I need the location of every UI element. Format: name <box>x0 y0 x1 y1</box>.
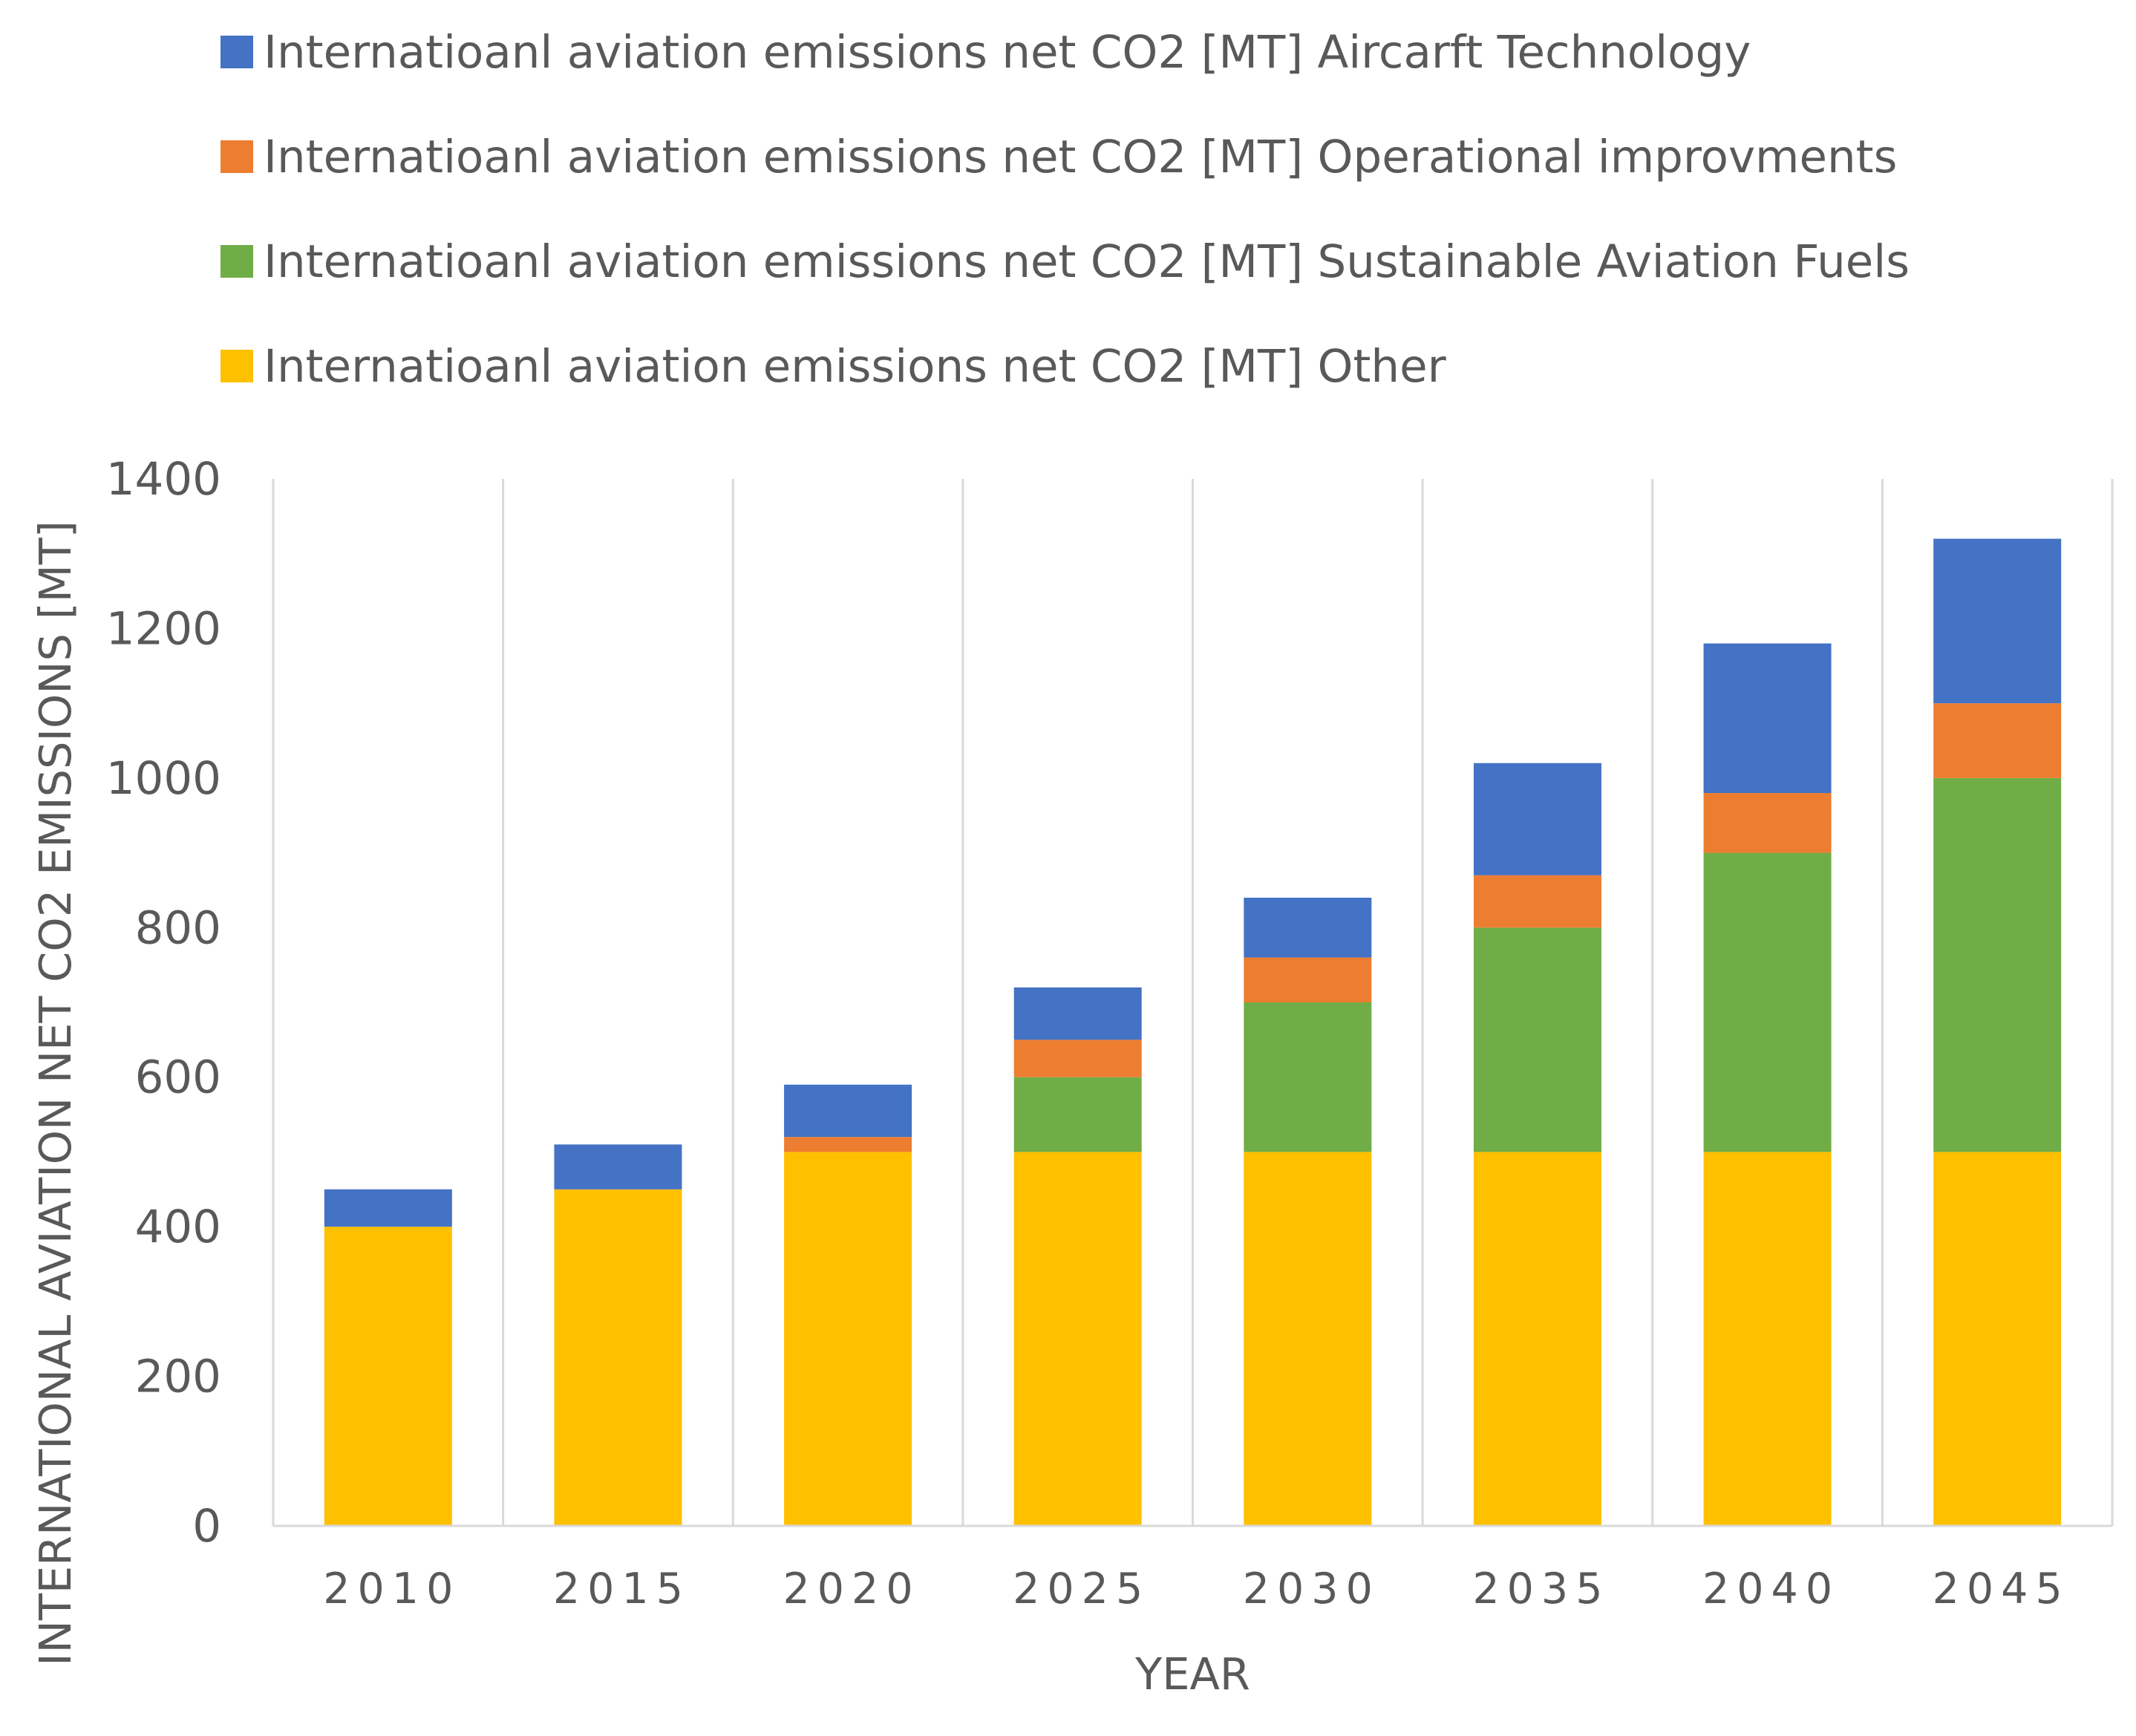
bar-segment-2045-series-1 <box>1933 777 2062 1152</box>
bar-segment-2015-series-3 <box>554 1144 682 1190</box>
y-tick-label: 800 <box>135 901 221 954</box>
bar-group-2020 <box>784 1084 912 1526</box>
bar-segment-2045-series-3 <box>1933 538 2062 704</box>
bar-segment-2020-series-0 <box>784 1152 912 1526</box>
x-tick-label: 2020 <box>783 1564 921 1613</box>
bar-segment-2030-series-0 <box>1244 1152 1372 1526</box>
bar-group-2010 <box>324 1189 452 1526</box>
x-axis-title: YEAR <box>1134 1648 1250 1700</box>
bar-segment-2045-series-2 <box>1933 703 2062 778</box>
bar-segment-2030-series-2 <box>1244 957 1372 1002</box>
bar-segment-2020-series-2 <box>784 1137 912 1152</box>
bar-segment-2040-series-0 <box>1703 1152 1832 1526</box>
bar-segment-2025-series-0 <box>1013 1152 1142 1526</box>
y-axis-ticks: 0 200 400 600 800 1000 1200 1400 <box>106 453 221 1553</box>
x-tick-label: 2040 <box>1702 1564 1840 1613</box>
y-tick-label: 200 <box>135 1351 221 1403</box>
legend-label-1: Internatioanl aviation emissions net CO2… <box>264 235 1910 288</box>
bar-group-2035 <box>1473 763 1601 1526</box>
legend-swatch-2 <box>221 140 253 173</box>
y-tick-label: 400 <box>135 1201 221 1253</box>
bar-segment-2025-series-2 <box>1013 1040 1142 1077</box>
y-tick-label: 0 <box>192 1500 221 1553</box>
bar-segment-2020-series-3 <box>784 1084 912 1138</box>
x-tick-label: 2010 <box>323 1564 460 1613</box>
y-tick-label: 1400 <box>106 453 221 506</box>
bar-segment-2025-series-3 <box>1013 987 1142 1040</box>
bar-group-2045 <box>1933 538 2062 1526</box>
bar-segment-2040-series-3 <box>1703 643 1832 793</box>
legend-swatch-0 <box>221 350 253 382</box>
bar-segment-2030-series-1 <box>1244 1002 1372 1152</box>
bar-group-2040 <box>1703 643 1832 1526</box>
bar-segment-2045-series-0 <box>1933 1152 2062 1526</box>
x-tick-label: 2025 <box>1013 1564 1150 1613</box>
x-tick-label: 2015 <box>553 1564 690 1613</box>
bar-group-2015 <box>554 1144 682 1526</box>
bar-segment-2035-series-0 <box>1473 1152 1601 1526</box>
y-tick-label: 1200 <box>106 602 221 655</box>
x-axis-ticks: 2010 2015 2020 2025 2030 2035 2040 2045 <box>323 1564 2070 1613</box>
legend: Internatioanl aviation emissions net CO2… <box>221 26 1910 393</box>
gridlines <box>272 479 2114 1526</box>
y-tick-label: 1000 <box>106 752 221 805</box>
bar-group-2030 <box>1244 898 1372 1526</box>
bar-segment-2035-series-3 <box>1473 763 1601 875</box>
y-tick-label: 600 <box>135 1051 221 1104</box>
bars <box>324 538 2062 1526</box>
legend-swatch-3 <box>221 36 253 68</box>
legend-label-2: Internatioanl aviation emissions net CO2… <box>264 131 1897 183</box>
bar-segment-2035-series-1 <box>1473 927 1601 1152</box>
bar-segment-2010-series-0 <box>324 1227 452 1526</box>
x-tick-label: 2030 <box>1243 1564 1380 1613</box>
bar-segment-2015-series-0 <box>554 1189 682 1526</box>
bar-segment-2030-series-3 <box>1244 898 1372 958</box>
x-tick-label: 2045 <box>1933 1564 2070 1613</box>
legend-label-3: Internatioanl aviation emissions net CO2… <box>264 26 1751 79</box>
bar-segment-2025-series-1 <box>1013 1077 1142 1152</box>
legend-label-0: Internatioanl aviation emissions net CO2… <box>264 340 1447 393</box>
bar-segment-2040-series-2 <box>1703 793 1832 853</box>
bar-segment-2040-series-1 <box>1703 852 1832 1152</box>
y-axis-title: INTERNATIONAL AVIATION NET CO2 EMISSIONS… <box>30 521 81 1665</box>
bar-group-2025 <box>1013 987 1142 1526</box>
bar-segment-2035-series-2 <box>1473 875 1601 928</box>
legend-swatch-1 <box>221 245 253 278</box>
x-tick-label: 2035 <box>1472 1564 1610 1613</box>
bar-segment-2010-series-3 <box>324 1189 452 1227</box>
